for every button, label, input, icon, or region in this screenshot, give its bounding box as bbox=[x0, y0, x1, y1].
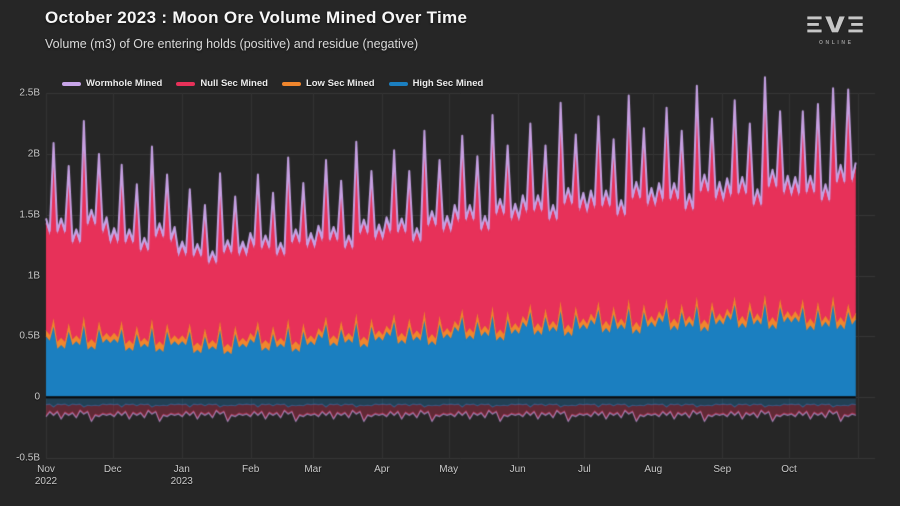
y-axis-tick-label: 2.5B bbox=[19, 87, 40, 99]
legend-label: Wormhole Mined bbox=[86, 78, 163, 89]
x-axis-tick-label: Jul bbox=[577, 464, 591, 475]
eve-online-logo: ONLINE bbox=[806, 15, 864, 46]
eve-logo-subtext: ONLINE bbox=[819, 40, 854, 46]
y-axis-tick-label: 1B bbox=[27, 270, 40, 282]
legend-item-wormhole-mined: Wormhole Mined bbox=[62, 78, 162, 89]
x-axis-tick-label: Feb bbox=[242, 464, 260, 475]
x-axis-tick-label: Apr bbox=[374, 464, 390, 475]
y-axis-tick-label: 0 bbox=[34, 391, 40, 403]
x-axis-tick-label: May bbox=[439, 464, 459, 475]
y-axis-tick-label: 0.5B bbox=[19, 330, 40, 342]
legend-swatch-icon bbox=[281, 81, 301, 86]
chart-legend: Wormhole Mined Null Sec Mined Low Sec Mine… bbox=[62, 78, 483, 89]
x-axis-tick-label: Mar bbox=[304, 464, 322, 475]
x-axis-tick-label: Jun bbox=[509, 464, 526, 475]
legend-swatch-icon bbox=[176, 81, 196, 86]
x-axis-tick-label: Dec bbox=[103, 464, 122, 475]
legend-swatch-icon bbox=[62, 81, 81, 86]
y-axis-tick-label: -0.5B bbox=[16, 452, 40, 464]
x-axis-year-label: 2022 bbox=[34, 476, 58, 487]
legend-item-low-sec-mined: Low Sec Mined bbox=[281, 78, 375, 89]
legend-item-null-sec-mined: Null Sec Mined bbox=[176, 78, 268, 89]
x-axis-year-label: 2023 bbox=[170, 476, 193, 487]
x-axis-tick-label: Aug bbox=[644, 464, 663, 475]
x-axis-tick-label: Oct bbox=[781, 464, 797, 475]
legend-item-high-sec-mined: High Sec Mined bbox=[388, 78, 484, 89]
x-axis-tick-label: Nov 2022 bbox=[34, 464, 58, 487]
legend-swatch-icon bbox=[388, 81, 408, 86]
legend-label: Null Sec Mined bbox=[200, 78, 268, 89]
page-subtitle: Volume (m3) of Ore entering holds (posit… bbox=[45, 37, 419, 51]
y-axis-tick-label: 2B bbox=[27, 148, 40, 160]
legend-label: Low Sec Mined bbox=[305, 78, 375, 89]
legend-label: High Sec Mined bbox=[412, 78, 484, 89]
y-axis-tick-label: 1.5B bbox=[19, 209, 40, 221]
eve-logo-icon bbox=[806, 15, 864, 33]
x-axis-tick-label: Jan 2023 bbox=[170, 464, 193, 487]
page-title: October 2023 : Moon Ore Volume Mined Ove… bbox=[45, 8, 468, 27]
x-axis-tick-label: Sep bbox=[713, 464, 732, 475]
